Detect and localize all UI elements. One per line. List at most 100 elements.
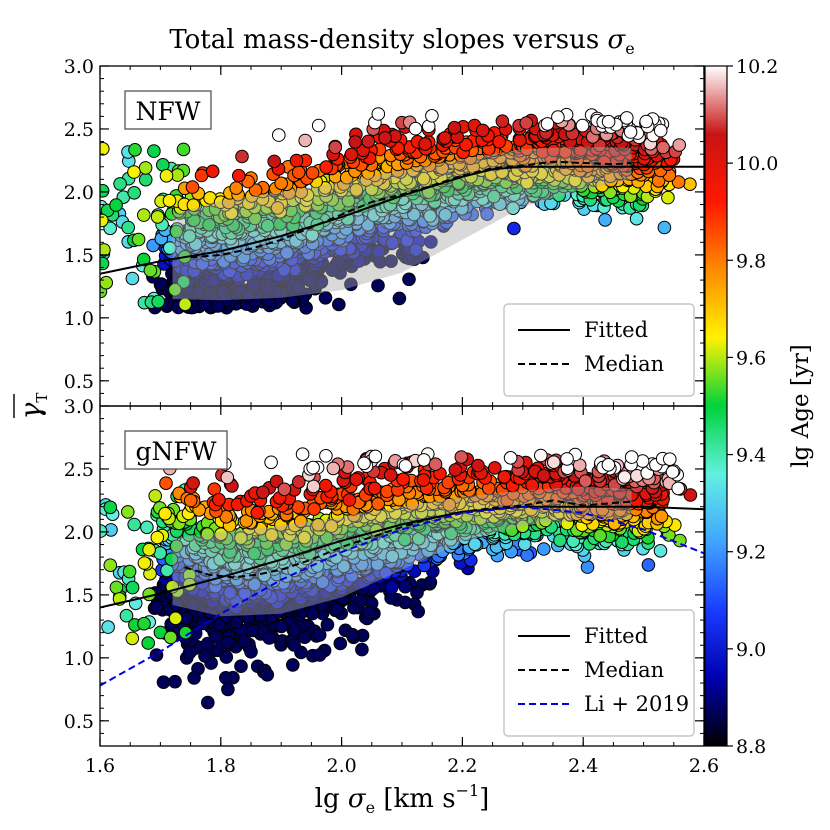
data-point — [100, 275, 113, 290]
legend-label: Fitted — [584, 318, 648, 342]
data-point — [137, 616, 151, 631]
data-point — [121, 505, 135, 519]
data-point — [260, 668, 275, 682]
title-symbol: σ — [607, 25, 626, 55]
data-point — [361, 218, 375, 232]
data-point — [176, 275, 191, 289]
data-point — [537, 542, 551, 556]
data-point — [140, 520, 154, 535]
y-tick-label: 1.0 — [64, 308, 94, 330]
data-point — [125, 580, 140, 595]
data-point — [138, 172, 153, 187]
y-tick-label: 0.5 — [64, 371, 94, 393]
data-point — [101, 620, 115, 634]
data-point — [291, 280, 306, 295]
data-point — [237, 634, 252, 649]
data-point — [410, 585, 424, 600]
data-point — [302, 273, 317, 288]
data-point — [311, 118, 326, 133]
data-point — [345, 627, 360, 642]
data-point — [623, 125, 638, 139]
data-point — [125, 631, 140, 646]
data-point — [211, 299, 225, 313]
panel-label-box-nfw: NFW — [124, 90, 212, 130]
data-point — [142, 542, 156, 557]
data-point — [113, 177, 127, 191]
data-point — [143, 263, 158, 278]
data-point — [398, 579, 413, 594]
data-point — [128, 143, 142, 157]
data-point — [156, 675, 171, 690]
data-point — [672, 138, 687, 152]
data-point — [298, 133, 313, 148]
data-point — [122, 564, 137, 579]
data-point — [232, 168, 246, 183]
data-point — [507, 221, 521, 236]
data-point — [328, 140, 343, 155]
data-point — [575, 118, 590, 133]
data-point — [127, 186, 141, 200]
data-point — [109, 580, 124, 595]
data-point — [185, 180, 200, 194]
data-point — [312, 648, 327, 662]
title-text: Total mass-density slopes versus — [169, 25, 607, 55]
data-point — [355, 642, 369, 657]
data-point — [103, 558, 118, 573]
data-point — [305, 606, 320, 621]
data-point — [447, 120, 462, 135]
data-point — [318, 291, 333, 305]
data-point — [138, 161, 153, 175]
data-point — [100, 256, 110, 271]
data-point — [285, 293, 300, 308]
data-point — [287, 622, 302, 637]
data-point — [168, 674, 182, 689]
data-point — [506, 201, 520, 215]
data-point — [234, 659, 248, 674]
y-tick-label: 2.5 — [64, 119, 94, 141]
data-point — [344, 147, 359, 162]
data-point — [362, 605, 376, 620]
data-point — [127, 165, 141, 179]
scatter-points-nfw — [100, 107, 697, 315]
data-point — [198, 297, 212, 311]
data-point — [220, 635, 235, 650]
data-point — [202, 218, 216, 232]
data-point — [683, 177, 697, 191]
data-point — [371, 107, 386, 121]
data-point — [601, 114, 616, 129]
data-point — [272, 128, 286, 142]
data-point — [219, 650, 234, 664]
data-point — [423, 575, 438, 590]
data-point — [159, 169, 174, 183]
data-point — [495, 114, 510, 128]
data-point — [150, 600, 164, 615]
data-point — [653, 544, 668, 558]
data-point — [100, 142, 110, 156]
data-point — [657, 220, 672, 235]
data-point — [137, 208, 151, 222]
data-point — [425, 109, 439, 123]
data-point — [378, 131, 392, 145]
data-point — [178, 297, 192, 312]
data-point — [286, 658, 300, 672]
data-point — [319, 160, 334, 174]
data-point — [209, 630, 223, 644]
y-tick-label: 1.5 — [64, 245, 94, 267]
data-point — [158, 506, 172, 521]
data-point — [312, 628, 327, 642]
data-point — [409, 243, 423, 257]
data-point — [162, 193, 177, 208]
data-point — [241, 288, 256, 303]
data-point — [392, 291, 407, 306]
data-point — [354, 594, 368, 608]
data-point — [147, 144, 161, 158]
data-point — [344, 277, 358, 292]
data-point — [100, 184, 110, 198]
data-point — [348, 135, 363, 149]
data-point — [221, 682, 235, 697]
data-point — [438, 208, 453, 222]
data-point — [620, 111, 634, 125]
